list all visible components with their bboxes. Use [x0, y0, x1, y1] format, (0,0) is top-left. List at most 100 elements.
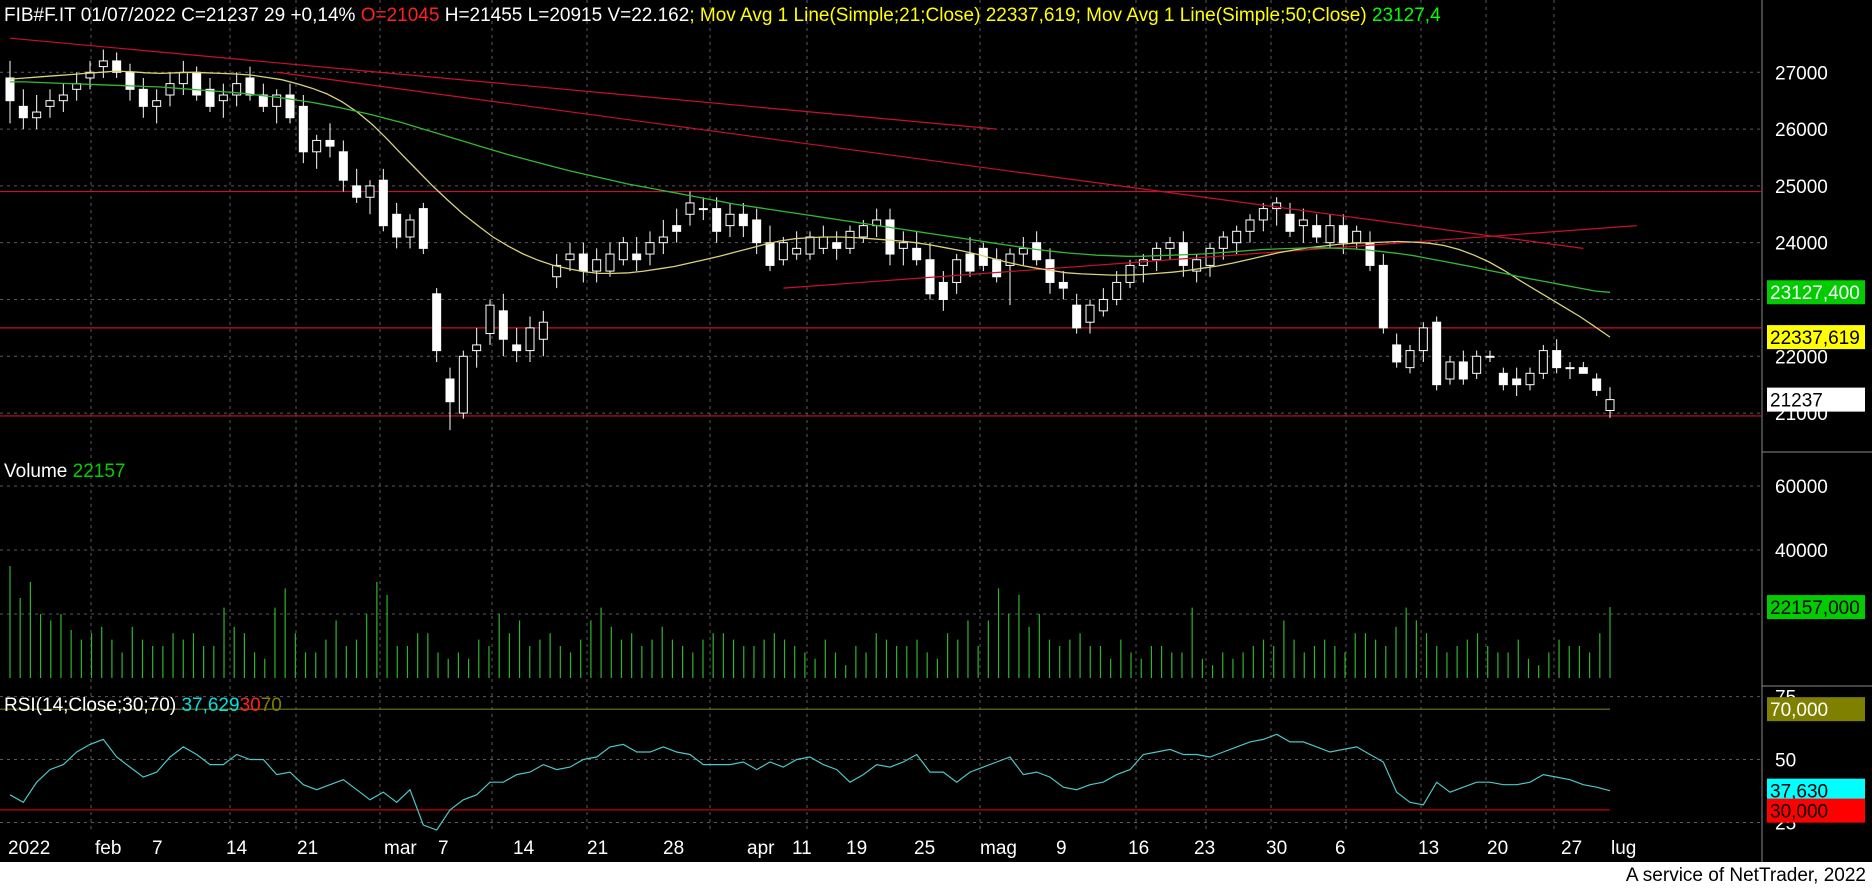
price-tick-label: 27000: [1775, 63, 1828, 84]
candle-body: [258, 94, 268, 107]
candle-body: [112, 60, 122, 73]
price-tick-label: 22000: [1775, 347, 1828, 368]
x-axis-label: 14: [513, 838, 535, 859]
rsi-panel-label: RSI(14;Close;30;70) 37,6293070: [4, 695, 282, 717]
candle-body: [712, 208, 722, 232]
price-tick-label: 25000: [1775, 177, 1828, 198]
candle-body: [592, 259, 602, 272]
candle-body: [1405, 350, 1415, 369]
x-axis-label: 16: [1128, 838, 1149, 859]
x-axis-label: 7: [438, 838, 449, 859]
candle-body: [618, 242, 628, 261]
candle-body: [405, 219, 415, 238]
candle-body: [205, 88, 215, 107]
last-value-text: 70,000: [1770, 700, 1828, 721]
trendline: [783, 225, 1637, 289]
x-axis-label: mar: [384, 838, 417, 859]
x-axis-label: 20: [1487, 838, 1508, 859]
x-axis-label: 28: [663, 838, 684, 859]
last-value-tag: [1767, 387, 1865, 412]
volume-tick-label: 40000: [1775, 541, 1828, 562]
candle-body: [1552, 350, 1562, 369]
last-value-text: 30,000: [1770, 802, 1828, 823]
candle-body: [792, 247, 802, 255]
last-value-text: 23127,400: [1770, 283, 1860, 304]
candle-body: [1298, 219, 1308, 227]
candle-body: [5, 77, 15, 102]
last-value-tag: [1767, 325, 1865, 350]
ma21-value: 22337,619: [985, 5, 1076, 26]
candle-body: [445, 378, 455, 403]
footer-bar: A service of NetTrader, 2022: [0, 862, 1872, 888]
candle-body: [725, 213, 735, 227]
candle-body: [552, 264, 562, 278]
symbol-text: FIB#F.IT: [4, 5, 76, 26]
candle-body: [1285, 213, 1295, 232]
candle-body: [645, 242, 655, 255]
candle-body: [365, 185, 375, 198]
candle-body: [432, 293, 442, 352]
candle-body: [1338, 225, 1348, 244]
x-axis-label: mag: [980, 838, 1017, 859]
candle-body: [632, 253, 642, 261]
candle-body: [778, 242, 788, 261]
x-axis-label: 7: [152, 838, 163, 859]
candle-body: [898, 242, 908, 249]
candle-body: [1325, 225, 1335, 244]
candle-body: [245, 77, 255, 96]
x-axis-label: 25: [914, 838, 935, 859]
candle-body: [58, 94, 68, 102]
candle-body: [1018, 247, 1028, 255]
candle-body: [752, 219, 762, 244]
volume-text: V=22.162: [607, 5, 690, 26]
candle-body: [1432, 321, 1442, 386]
x-axis-label: 2022: [8, 838, 50, 859]
candle-body: [378, 179, 388, 227]
candle-body: [178, 71, 188, 85]
candle-body: [912, 247, 922, 261]
rsi-high: 70: [260, 695, 282, 716]
candle-body: [458, 355, 468, 414]
candle-body: [1538, 350, 1548, 374]
rsi-low: 30: [239, 695, 261, 716]
candle-body: [512, 344, 522, 352]
candle-body: [232, 83, 242, 96]
candle-body: [338, 151, 348, 181]
close-text: C=21237: [181, 5, 259, 26]
candle-body: [952, 259, 962, 283]
x-axis-label: 21: [587, 838, 608, 859]
candle-body: [1565, 367, 1575, 370]
candle-body: [98, 60, 108, 68]
candle-body: [165, 83, 175, 96]
candle-body: [392, 213, 402, 238]
candle-body: [1258, 208, 1268, 221]
last-value-text: 37,630: [1770, 782, 1828, 803]
candle-body: [1192, 259, 1202, 272]
candle-body: [1605, 399, 1615, 412]
candle-body: [1005, 253, 1015, 266]
footer-text: A service of NetTrader, 2022: [1625, 865, 1866, 886]
candle-body: [938, 281, 948, 300]
candle-body: [272, 94, 282, 107]
candle-body: [1032, 242, 1042, 261]
x-axis-label: 14: [226, 838, 248, 859]
candle-body: [698, 208, 708, 211]
last-value-tag: [1767, 697, 1865, 722]
x-axis-label: 11: [792, 838, 812, 859]
candle-body: [1378, 264, 1388, 329]
candle-body: [1592, 378, 1602, 391]
candle-body: [1218, 236, 1228, 249]
candle-body: [1458, 361, 1468, 380]
candle-body: [1058, 281, 1068, 289]
candle-body: [1418, 327, 1428, 352]
ma21-label: ; Mov Avg 1 Line(Simple;21;Close): [689, 5, 981, 26]
x-axis-label: lug: [1611, 838, 1636, 859]
x-axis-label: 30: [1266, 838, 1287, 859]
low-text: L=20915: [527, 5, 603, 26]
candle-body: [1232, 230, 1242, 244]
candle-body: [498, 310, 508, 340]
candle-body: [1312, 225, 1322, 238]
candle-body: [1485, 355, 1495, 358]
candle-body: [805, 236, 815, 255]
